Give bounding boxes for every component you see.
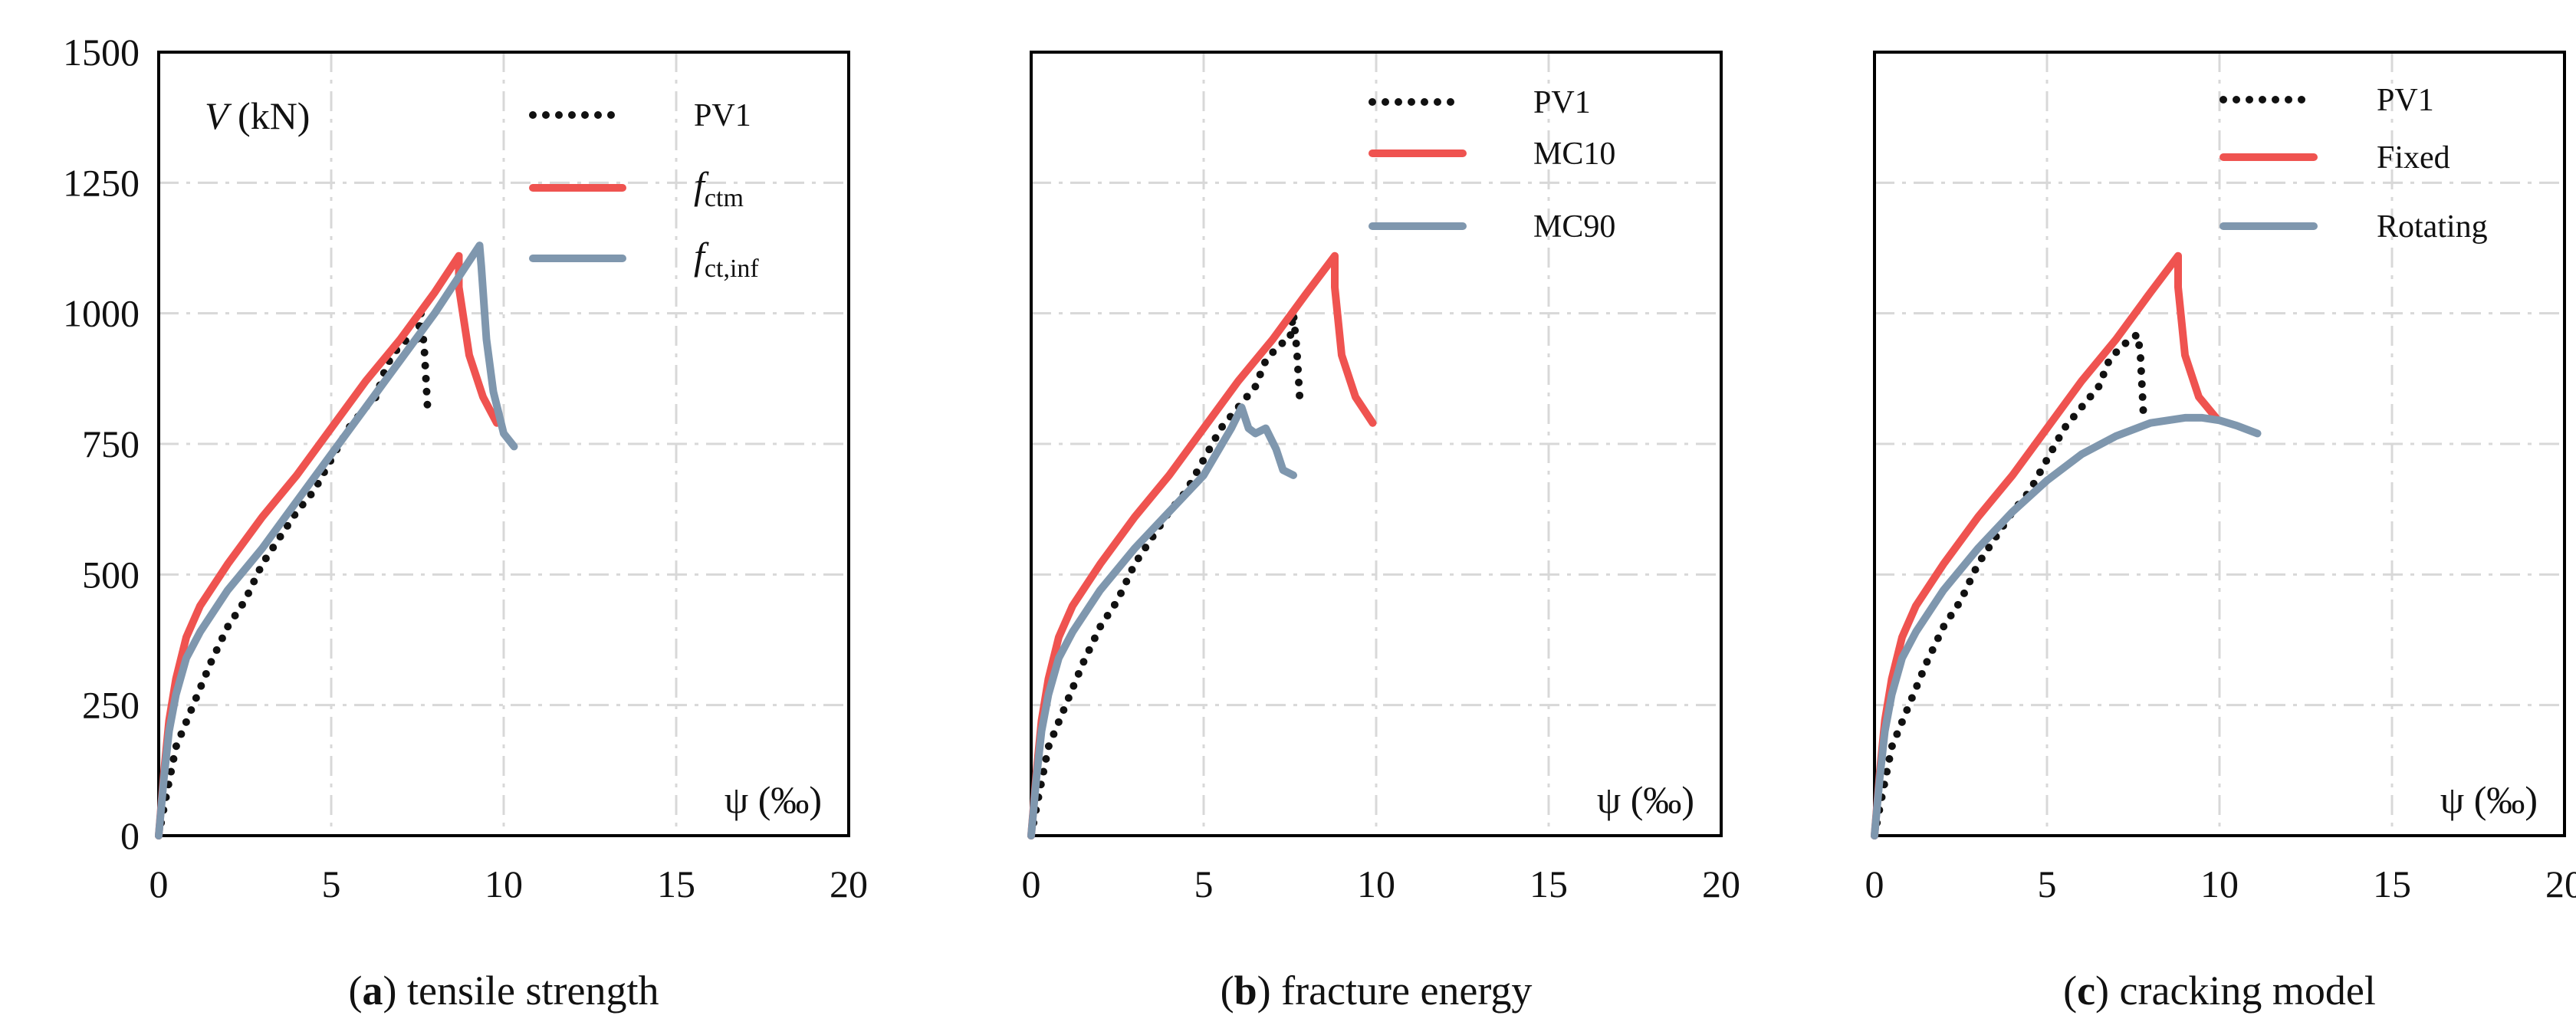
y-tick-label: 750 (82, 422, 140, 465)
caption-letter: c (2077, 968, 2095, 1014)
x-tick-label: 0 (1022, 863, 1041, 905)
caption-text: tensile strength (397, 968, 659, 1014)
panel-caption: (c) cracking model (2063, 968, 2376, 1014)
x-tick-label: 0 (1865, 863, 1884, 905)
x-axis-label: ψ (‰) (2440, 778, 2538, 821)
x-axis-label: ψ (‰) (1597, 778, 1694, 821)
y-tick-label: 1250 (63, 161, 140, 204)
series-line-pv1 (155, 309, 432, 840)
caption-paren: ( (1221, 968, 1234, 1014)
x-tick-label: 10 (1357, 863, 1395, 905)
caption-text: cracking model (2109, 968, 2376, 1014)
x-tick-label: 0 (150, 863, 169, 905)
x-tick-label: 5 (1194, 863, 1214, 905)
y-tick-label: 1500 (63, 31, 140, 74)
plot-frame (1030, 51, 1723, 837)
x-tick-label: 5 (2038, 863, 2057, 905)
series-line-mc10 (1027, 251, 1377, 840)
plot-frame (1873, 51, 2566, 837)
y-tick-label: 250 (82, 684, 140, 727)
x-tick-label: 10 (485, 863, 523, 905)
y-tick-label: 0 (120, 814, 140, 857)
panel-a: 0 5 10 15 20 0 250 500 750 1000 1250 1500 V (kN) ψ (‰… (63, 31, 868, 1014)
x-tick-label: 15 (1530, 863, 1568, 905)
caption-paren: ) (1257, 968, 1271, 1014)
legend-label: PV1 (1533, 85, 1591, 120)
legend-label: fctm (694, 164, 744, 212)
panel-b: 0 5 10 15 20ψ (‰) PV1 MC10 MC90 (b) fracture ene… (1022, 51, 1740, 1014)
caption-letter: b (1234, 968, 1257, 1014)
legend-label: MC90 (1533, 209, 1615, 245)
legend-label: PV1 (694, 98, 751, 133)
x-tick-label: 20 (2545, 863, 2576, 905)
series-line-fixed (1871, 251, 2220, 840)
series-line-mc90 (1027, 403, 1297, 840)
series-line-fct-inf (155, 242, 518, 840)
x-axis-label: ψ (‰) (724, 778, 822, 821)
x-tick-label: 5 (322, 863, 341, 905)
caption-paren: ) (383, 968, 397, 1014)
x-tick-label: 10 (2200, 863, 2239, 905)
panel-caption: (b) fracture energy (1221, 968, 1533, 1014)
y-axis-label-symbol: V (205, 94, 232, 137)
x-tick-label: 20 (830, 863, 868, 905)
plot-frame (157, 51, 850, 837)
legend-label: Fixed (2377, 140, 2450, 176)
panel-c: 0 5 10 15 20ψ (‰) PV1 Fixed Rotating (c) crackin… (1865, 51, 2576, 1014)
legend-label: MC10 (1533, 136, 1615, 172)
x-tick-label: 15 (2373, 863, 2411, 905)
legend-label: Rotating (2377, 209, 2488, 245)
caption-paren: ) (2095, 968, 2109, 1014)
legend-label-sub: ctm (705, 184, 744, 212)
legend-label: PV1 (2377, 83, 2434, 118)
y-axis-label: V (kN) (205, 94, 310, 137)
series-line-pv1 (1871, 330, 2147, 840)
y-axis-label-unit: (kN) (228, 94, 310, 137)
x-tick-label: 15 (657, 863, 695, 905)
legend-label: fct,inf (694, 235, 759, 283)
series-line-fctm (155, 251, 501, 840)
caption-paren: ( (349, 968, 363, 1014)
x-tick-label: 20 (1702, 863, 1740, 905)
caption-paren: ( (2063, 968, 2077, 1014)
y-tick-label: 1000 (63, 292, 140, 335)
panel-caption: (a) tensile strength (349, 968, 659, 1014)
legend-label-sub: ct,inf (705, 255, 759, 283)
caption-text: fracture energy (1271, 968, 1533, 1014)
series-line-rotating (1871, 413, 2262, 840)
caption-letter: a (363, 968, 383, 1014)
y-tick-label: 500 (82, 553, 140, 596)
